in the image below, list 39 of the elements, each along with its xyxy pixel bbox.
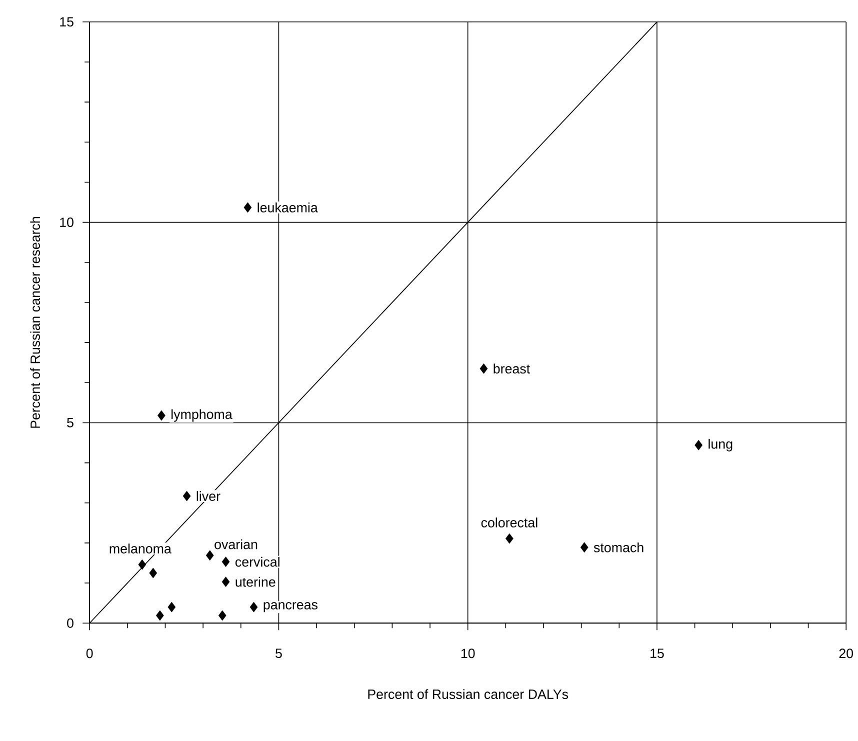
point <box>480 364 488 374</box>
x-tick-label: 15 <box>650 648 664 658</box>
annotation: pancreas <box>264 602 318 612</box>
point <box>138 560 146 570</box>
annotation: ovarian <box>214 540 258 550</box>
point <box>206 550 214 561</box>
annotation: melanoma <box>110 544 172 554</box>
point <box>158 410 166 421</box>
point <box>244 202 252 213</box>
annotation: lung <box>708 439 732 452</box>
point <box>250 602 258 612</box>
annotation: lymphoma <box>172 409 232 422</box>
y-tick-label: 15 <box>60 17 74 27</box>
annotation: uterine <box>236 577 276 587</box>
x-tick-label: 20 <box>839 648 854 658</box>
annotation: liver <box>196 491 220 502</box>
annotation: leukaemia <box>258 202 318 213</box>
annotation: colorectal <box>481 518 538 528</box>
annotation: stomach <box>594 542 644 552</box>
y-tick-label: 5 <box>67 418 74 428</box>
x-axis-title: Percent of Russian cancer DALYs <box>368 689 568 700</box>
annotation: cervical <box>235 557 280 567</box>
y-tick-label: 10 <box>60 218 74 228</box>
point <box>218 610 226 621</box>
annotation: breast <box>494 364 530 374</box>
point <box>168 602 176 612</box>
point <box>506 534 514 544</box>
x-tick-label: 5 <box>276 648 282 658</box>
y-axis-title: Percent of Russian cancer research <box>30 217 40 428</box>
point <box>580 542 588 553</box>
point <box>222 576 230 588</box>
point <box>156 610 164 621</box>
point <box>694 440 703 451</box>
x-tick-label: 0 <box>86 648 93 658</box>
point <box>182 491 191 502</box>
x-tick-label: 10 <box>461 648 475 658</box>
point <box>149 568 158 578</box>
point <box>222 556 230 568</box>
y-tick-label: 0 <box>67 618 74 628</box>
